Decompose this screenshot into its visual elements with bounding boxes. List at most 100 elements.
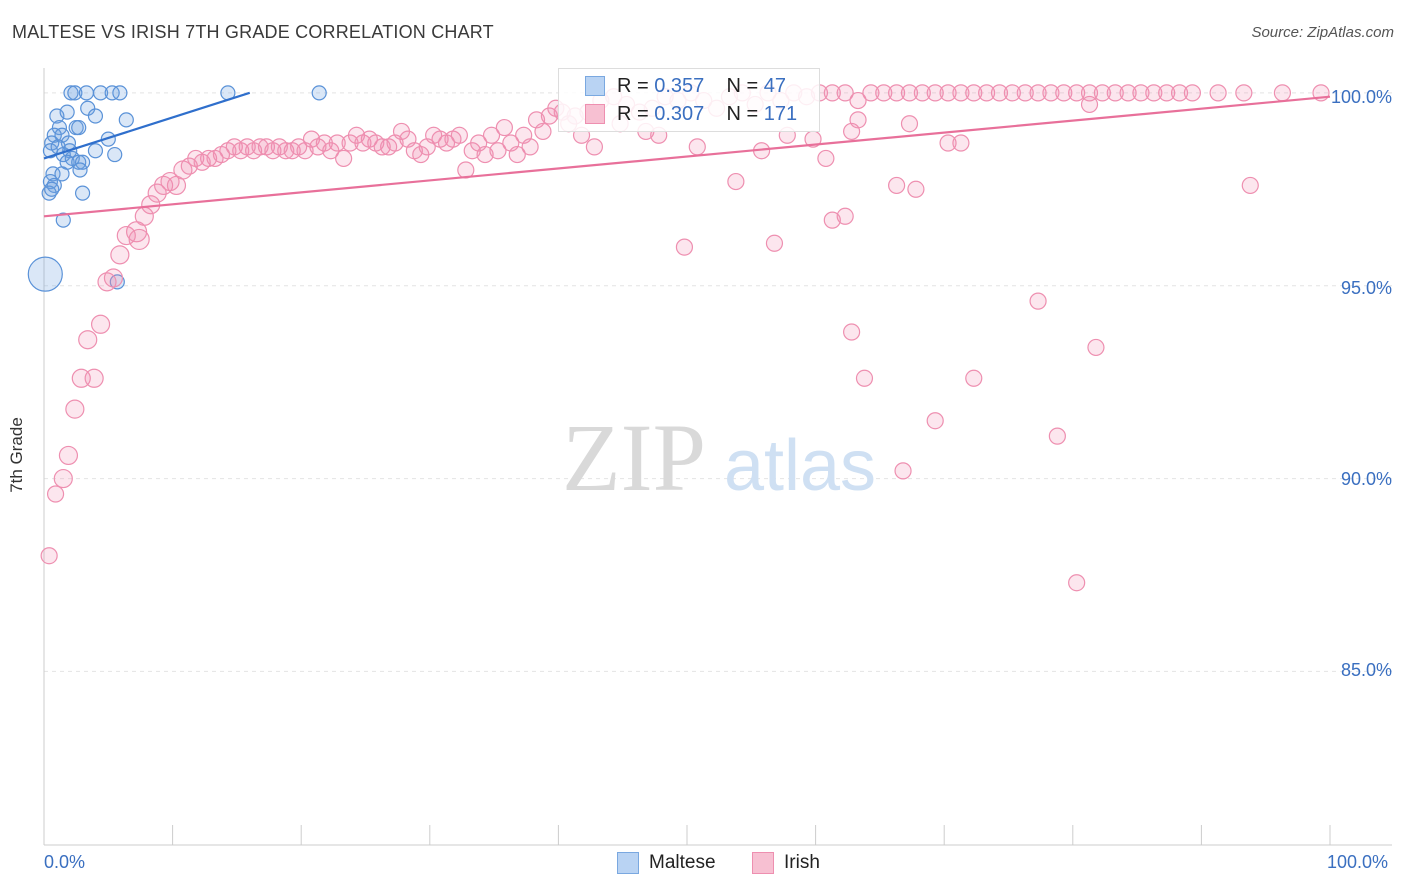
irish-point	[78, 330, 98, 350]
irish-point	[335, 149, 353, 168]
irish-point	[53, 468, 73, 489]
data-points	[27, 84, 1330, 592]
irish-point	[849, 91, 867, 110]
maltese-point	[109, 274, 125, 290]
irish-point	[990, 84, 1009, 102]
irish-point	[1087, 338, 1105, 357]
maltese-point	[54, 166, 70, 182]
irish-point	[836, 207, 854, 225]
irish-point	[952, 84, 970, 102]
irish-point	[843, 323, 861, 341]
trendlines	[43, 91, 1331, 218]
irish-point	[1106, 84, 1124, 102]
irish-point	[1093, 84, 1111, 102]
x-tick-label-1: 100.0%	[1327, 852, 1389, 872]
irish-point	[200, 149, 218, 168]
y-tick-label-90: 90.0%	[1340, 469, 1392, 489]
irish-point	[900, 84, 919, 102]
irish-point	[328, 134, 346, 152]
irish-point	[1016, 84, 1034, 102]
source-label: Source: ZipAtlas.com	[1251, 24, 1394, 41]
maltese-point	[72, 162, 88, 178]
maltese-point	[67, 85, 83, 101]
legend-n-irish: 171	[763, 102, 798, 125]
irish-point	[1158, 84, 1176, 102]
irish-point	[585, 138, 604, 156]
legend-swatch-maltese	[585, 76, 605, 96]
irish-point	[765, 234, 784, 252]
watermark-zip: ZIP	[562, 404, 706, 511]
maltese-point	[59, 104, 75, 120]
bottom-legend-label-maltese: Maltese	[649, 852, 716, 873]
maltese-point	[104, 85, 120, 101]
irish-point	[1170, 84, 1189, 102]
maltese-point	[63, 85, 79, 101]
irish-point	[521, 138, 539, 156]
legend-n-label: N =	[726, 74, 759, 97]
irish-point	[855, 369, 874, 387]
irish-point	[1042, 84, 1060, 102]
irish-point	[450, 126, 468, 144]
irish-point	[534, 122, 552, 141]
maltese-point	[74, 185, 91, 201]
irish-point	[1119, 84, 1137, 102]
irish-point	[939, 84, 957, 102]
maltese-point	[311, 85, 327, 101]
irish-point	[1068, 84, 1086, 102]
irish-point	[489, 142, 507, 160]
stats-legend: R = 0.357 N = 47 R = 0.307 N = 171	[558, 68, 820, 132]
maltese-point	[92, 85, 109, 101]
irish-point	[1183, 84, 1201, 102]
bottom-legend-irish: Irish	[752, 852, 820, 874]
irish-trendline	[43, 95, 1331, 218]
irish-point	[913, 84, 931, 102]
irish-point	[1055, 84, 1073, 102]
irish-point	[1241, 176, 1259, 195]
irish-point	[862, 84, 880, 102]
irish-point	[495, 118, 513, 137]
legend-r-label: R =	[617, 102, 649, 125]
maltese-point	[78, 85, 95, 101]
irish-point	[1003, 84, 1021, 102]
irish-point	[849, 111, 867, 129]
maltese-trendline	[43, 91, 251, 160]
y-tick-label-85: 85.0%	[1340, 660, 1392, 680]
irish-point	[40, 547, 58, 565]
irish-point	[939, 134, 957, 152]
chart-title: MALTESE VS IRISH 7TH GRADE CORRELATION C…	[12, 22, 494, 42]
irish-point	[675, 238, 694, 256]
maltese-point	[71, 119, 87, 136]
legend-r-maltese: 0.357	[654, 74, 705, 97]
irish-point	[58, 445, 79, 466]
maltese-point	[87, 108, 104, 124]
irish-point	[875, 84, 893, 102]
irish-point	[1235, 84, 1253, 102]
maltese-point	[87, 143, 104, 159]
irish-point	[965, 84, 983, 102]
legend-n-label: N =	[726, 102, 759, 125]
irish-point	[1048, 427, 1066, 445]
legend-row-irish: R = 0.307 N = 171	[585, 100, 797, 128]
irish-point	[823, 84, 841, 102]
irish-point	[1273, 84, 1292, 102]
irish-point	[1145, 84, 1163, 102]
irish-point	[46, 485, 65, 503]
bottom-swatch-irish	[752, 852, 774, 874]
irish-point	[508, 145, 526, 164]
bottom-legend-maltese: Maltese	[617, 852, 716, 874]
irish-point	[110, 245, 130, 265]
maltese-point	[80, 100, 96, 116]
irish-point	[978, 84, 996, 102]
irish-point	[926, 84, 944, 102]
irish-point	[482, 126, 501, 144]
irish-point	[1209, 84, 1227, 102]
irish-point	[1029, 84, 1047, 102]
irish-point	[476, 145, 494, 164]
irish-point	[90, 314, 111, 334]
y-tick-label-95: 95.0%	[1340, 278, 1392, 298]
y-tick-label-100: 100.0%	[1330, 87, 1392, 107]
watermark-atlas: atlas	[724, 426, 876, 506]
irish-point	[823, 211, 841, 229]
maltese-point	[107, 146, 123, 163]
maltese-point	[27, 256, 63, 292]
